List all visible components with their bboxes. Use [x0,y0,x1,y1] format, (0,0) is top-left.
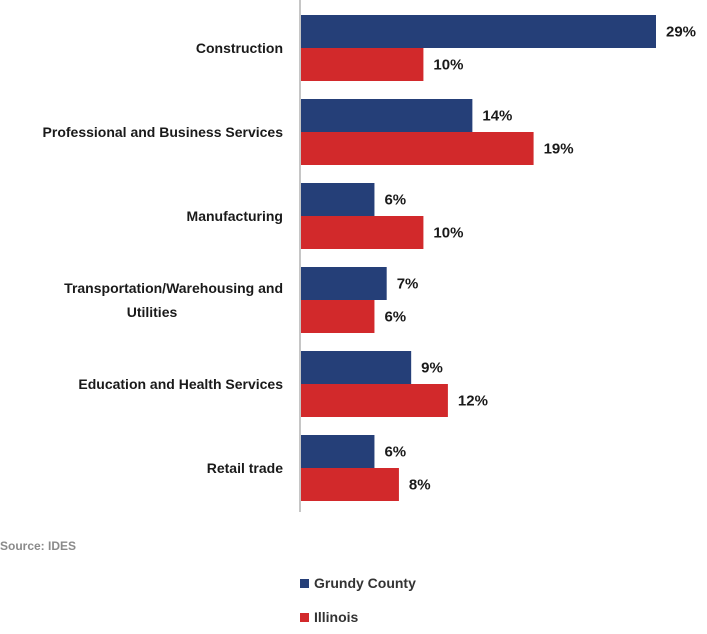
bar-education-and-health-services-grundy-county [301,351,412,384]
category-label-transportation-warehousing-and-utilities-line-1: Transportation/Warehousing and [64,280,283,296]
category-label-construction: Construction [196,40,283,56]
data-label-education-and-health-services-illinois: 12% [458,393,488,410]
bar-transportation-warehousing-and-utilities-grundy-county [301,267,387,300]
legend-item-illinois: Illinois [300,600,416,634]
bar-group: 29% 10% Construction 14% 19% Professional and… [43,15,696,501]
category-label-manufacturing: Manufacturing [187,208,283,224]
category-label-retail-trade: Retail trade [207,460,283,476]
legend-label-illinois: Illinois [314,609,359,625]
source-note: Source: IDES [0,539,77,553]
data-label-manufacturing-illinois: 10% [433,225,463,242]
data-label-transportation-warehousing-and-utilities-illinois: 6% [384,309,406,326]
data-label-retail-trade-illinois: 8% [409,477,431,494]
bar-professional-and-business-services-illinois [301,132,534,165]
category-label-education-and-health-services: Education and Health Services [78,376,283,392]
category-label-transportation-warehousing-and-utilities-line-2: Utilities [127,304,178,320]
data-label-education-and-health-services-grundy-county: 9% [421,360,443,377]
bar-education-and-health-services-illinois [301,384,448,417]
data-label-manufacturing-grundy-county: 6% [384,192,406,209]
legend: Grundy County Illinois [300,566,416,634]
legend-item-grundy-county: Grundy County [300,566,416,600]
data-label-transportation-warehousing-and-utilities-grundy-county: 7% [397,276,419,293]
legend-swatch-illinois [300,612,309,622]
bar-construction-grundy-county [301,15,656,48]
bar-retail-trade-grundy-county [301,435,375,468]
data-label-retail-trade-grundy-county: 6% [384,444,406,461]
data-label-professional-and-business-services-grundy-county: 14% [482,108,512,125]
bar-manufacturing-grundy-county [301,183,375,216]
category-label-professional-and-business-services: Professional and Business Services [43,124,284,140]
legend-label-grundy-county: Grundy County [314,575,416,591]
bar-construction-illinois [301,48,424,81]
data-label-construction-illinois: 10% [433,57,463,74]
legend-swatch-grundy-county [300,578,309,588]
data-label-construction-grundy-county: 29% [666,24,696,41]
bar-chart: 29% 10% Construction 14% 19% Professional and… [43,0,696,512]
data-label-professional-and-business-services-illinois: 19% [544,141,574,158]
bar-professional-and-business-services-grundy-county [301,99,473,132]
bar-retail-trade-illinois [301,468,399,501]
bar-manufacturing-illinois [301,216,424,249]
bar-transportation-warehousing-and-utilities-illinois [301,300,375,333]
